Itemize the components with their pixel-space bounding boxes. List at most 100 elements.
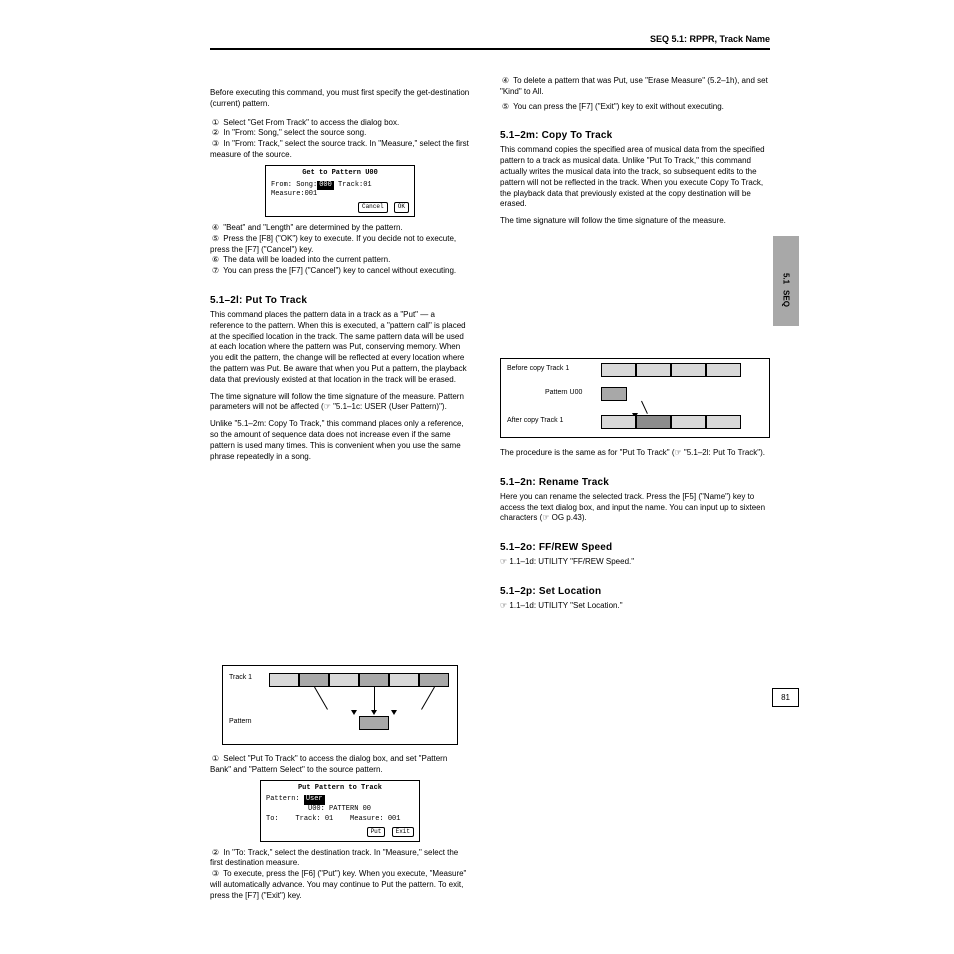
num-4-icon: ④ — [210, 223, 221, 234]
step-1-text: Select "Get From Track" to access the di… — [223, 118, 399, 127]
put-step-1: ① Select "Put To Track" to access the di… — [210, 754, 470, 776]
put-dialog-title: Put Pattern to Track — [266, 784, 414, 794]
put-num-3-icon: ③ — [210, 869, 221, 880]
copy-after-label: After copy Track 1 — [507, 417, 563, 424]
step-3-text: In "From: Track," select the source trac… — [210, 139, 469, 159]
side-tab: 5.1 SEQ — [773, 236, 799, 326]
r-num-4-icon: ④ — [500, 76, 511, 87]
put-m1 — [269, 673, 299, 687]
copy-body-1: This command copies the specified area o… — [500, 145, 770, 210]
get-cancel-button[interactable]: Cancel — [358, 202, 388, 212]
put-pattern-lbl: Pattern: — [266, 795, 300, 803]
get-ok-button[interactable]: OK — [394, 202, 409, 212]
put-step-2-text: In "To: Track," select the destination t… — [210, 848, 458, 868]
cb-m2 — [636, 363, 671, 377]
put-dialog-buttons: Put Exit — [266, 827, 414, 838]
put-dialog-line3: To: Track: 01 Measure: 001 — [266, 815, 414, 825]
num-6-icon: ⑥ — [210, 255, 221, 266]
page-root: SEQ 5.1: RPPR, Track Name 5.1 SEQ Before… — [0, 0, 954, 954]
ca-m1 — [601, 415, 636, 429]
put-step-1-text: Select "Put To Track" to access the dial… — [210, 754, 447, 774]
step-4: ④ "Beat" and "Length" are determined by … — [210, 223, 470, 234]
step-4-text: "Beat" and "Length" are determined by th… — [223, 223, 402, 232]
put-m4 — [359, 673, 389, 687]
put-put-button[interactable]: Put — [367, 827, 386, 837]
put-body-1: This command places the pattern data in … — [210, 310, 470, 386]
put-heading: 5.1–2l: Put To Track — [210, 295, 470, 306]
cb-m3 — [671, 363, 706, 377]
step-7-text: You can press the [F7] ("Cancel") key to… — [223, 266, 456, 275]
right-step-5: ⑤ You can press the [F7] ("Exit") key to… — [500, 102, 770, 113]
right-step-5-text: You can press the [F7] ("Exit") key to e… — [513, 102, 724, 111]
put-arrow-3 — [421, 687, 435, 710]
put-dialog: Put Pattern to Track Pattern: User U00: … — [260, 780, 420, 842]
copy-pattern-block — [601, 387, 627, 401]
put-bank-val: User — [304, 795, 325, 805]
copy-pattern-label: Pattern U00 — [545, 389, 582, 396]
header-text: SEQ 5.1: RPPR, Track Name — [650, 34, 770, 44]
get-dialog-line: From: Song:000 Track:01 Measure:001 — [271, 181, 409, 201]
cb-m1 — [601, 363, 636, 377]
left-column: Before executing this command, you must … — [210, 88, 470, 462]
intro-text: Before executing this command, you must … — [210, 88, 470, 110]
put-m6 — [419, 673, 449, 687]
put-arrowhead-3 — [391, 710, 397, 715]
header-rule — [210, 48, 770, 50]
num-7-icon: ⑦ — [210, 266, 221, 277]
rename-body: Here you can rename the selected track. … — [500, 492, 770, 524]
left-column-lower: ① Select "Put To Track" to access the di… — [210, 754, 470, 902]
num-1-icon: ① — [210, 118, 221, 129]
get-song-val: 000 — [317, 181, 334, 191]
put-track-label: Track 1 — [229, 674, 252, 681]
page-number-box: 81 — [772, 688, 799, 707]
put-arrowhead-1 — [351, 710, 357, 715]
setloc-body: ☞ 1.1–1d: UTILITY "Set Location." — [500, 601, 770, 612]
put-body-3: Unlike "5.1–2m: Copy To Track," this com… — [210, 419, 470, 462]
step-2: ② In "From: Song," select the source son… — [210, 128, 470, 139]
side-tab-seq: SEQ — [782, 280, 791, 318]
right-step-4: ④ To delete a pattern that was Put, use … — [500, 76, 770, 98]
ca-m2 — [636, 415, 671, 429]
ffrew-body: ☞ 1.1–1d: UTILITY "FF/REW Speed." — [500, 557, 770, 568]
ca-m4 — [706, 415, 741, 429]
num-3-icon: ③ — [210, 139, 221, 150]
num-5-icon: ⑤ — [210, 234, 221, 245]
put-step-2: ② In "To: Track," select the destination… — [210, 848, 470, 870]
copy-body-2: The time signature will follow the time … — [500, 216, 770, 227]
put-dialog-line2: U00: PATTERN 00 — [266, 805, 414, 815]
get-dialog: Get to Pattern U00 From: Song:000 Track:… — [265, 165, 415, 217]
put-measure: Measure: 001 — [350, 815, 400, 823]
put-num-2-icon: ② — [210, 848, 221, 859]
get-dialog-title: Get to Pattern U00 — [271, 169, 409, 179]
step-6-text: The data will be loaded into the current… — [223, 255, 390, 264]
put-body-2: The time signature will follow the time … — [210, 392, 470, 414]
put-pattern-block — [359, 716, 389, 730]
step-2-text: In "From: Song," select the source song. — [223, 128, 366, 137]
put-m3 — [329, 673, 359, 687]
copy-arrow — [641, 401, 648, 414]
right-column: ④ To delete a pattern that was Put, use … — [500, 76, 770, 227]
ffrew-heading: 5.1–2o: FF/REW Speed — [500, 542, 770, 553]
put-m2 — [299, 673, 329, 687]
put-pattern-label: Pattern — [229, 718, 252, 725]
put-m5 — [389, 673, 419, 687]
num-2-icon: ② — [210, 128, 221, 139]
step-7: ⑦ You can press the [F7] ("Cancel") key … — [210, 266, 470, 277]
rename-heading: 5.1–2n: Rename Track — [500, 477, 770, 488]
ca-m3 — [671, 415, 706, 429]
copy-before-label: Before copy Track 1 — [507, 365, 569, 372]
put-dialog-line1: Pattern: User — [266, 795, 414, 805]
put-arrowhead-2 — [371, 710, 377, 715]
put-exit-button[interactable]: Exit — [392, 827, 414, 837]
put-track: Track: 01 — [295, 815, 333, 823]
step-1: ① Select "Get From Track" to access the … — [210, 118, 470, 129]
step-6: ⑥ The data will be loaded into the curre… — [210, 255, 470, 266]
step-3: ③ In "From: Track," select the source tr… — [210, 139, 470, 161]
get-measure: Measure:001 — [271, 190, 317, 198]
put-arrow-1 — [314, 687, 328, 710]
put-diagram: Track 1 Pattern — [222, 665, 458, 745]
copy-body-3: The procedure is the same as for "Put To… — [500, 448, 770, 459]
put-step-3-text: To execute, press the [F6] ("Put") key. … — [210, 869, 466, 900]
right-step-4-text: To delete a pattern that was Put, use "E… — [500, 76, 768, 96]
r-num-5-icon: ⑤ — [500, 102, 511, 113]
